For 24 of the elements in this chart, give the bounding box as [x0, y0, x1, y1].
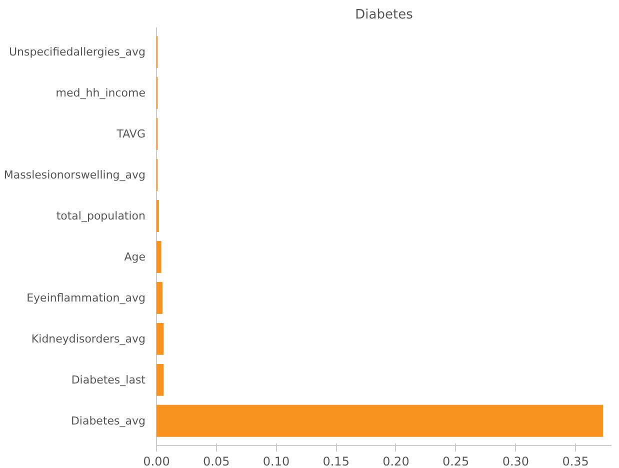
x-tick-label: 0.35	[562, 454, 589, 468]
x-tick-label: 0.10	[262, 454, 290, 468]
y-tick-label: Kidneydisorders_avg	[31, 332, 146, 346]
y-tick-label: Unspecifiedallergies_avg	[8, 46, 146, 59]
y-tick-label: Diabetes_avg	[70, 414, 146, 428]
x-tick-label: 0.25	[442, 454, 470, 468]
y-tick-label: total_population	[56, 210, 146, 223]
x-tick-label: 0.05	[203, 454, 230, 468]
chart-title: Diabetes	[355, 8, 414, 22]
y-tick-label: Age	[124, 250, 146, 264]
bar	[156, 364, 164, 396]
x-tick-label: 0.00	[143, 454, 170, 468]
y-tick-label: TAVG	[116, 128, 146, 141]
x-tick-label: 0.15	[322, 454, 350, 468]
bar	[156, 282, 162, 314]
x-tick-label: 0.20	[382, 454, 410, 468]
bar	[156, 404, 604, 437]
y-tick-label: Diabetes_last	[71, 373, 146, 386]
y-tick-label: Eyeinflammation_avg	[26, 291, 146, 304]
bar	[156, 322, 164, 355]
x-tick-label: 0.30	[502, 454, 530, 468]
y-tick-label: Masslesionorswelling_avg	[4, 168, 146, 182]
y-tick-label: med_hh_income	[56, 86, 146, 100]
bar	[156, 241, 162, 273]
